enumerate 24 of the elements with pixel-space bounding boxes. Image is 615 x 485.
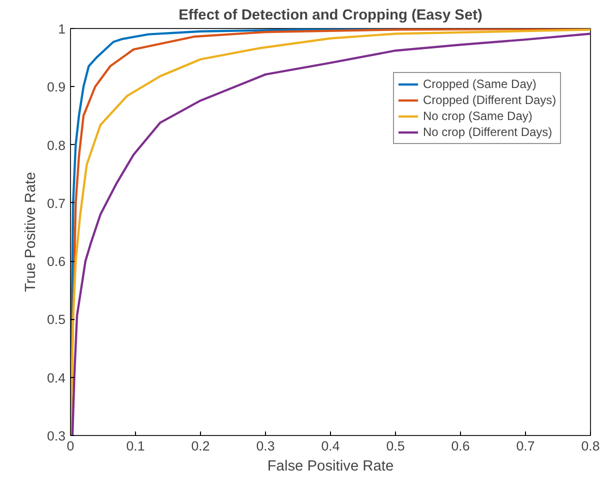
y-tick-label: 0.3 [46,428,66,444]
x-tick-label: 0.4 [321,438,340,454]
y-axis-title: True Positive Rate [22,172,39,292]
x-tick-label: 0.3 [256,438,275,454]
x-tick-label: 0.5 [386,438,405,454]
legend-label: No crop (Different Days) [423,125,552,139]
legend-label: No crop (Same Day) [423,109,532,123]
legend-label: Cropped (Different Days) [423,93,556,107]
x-tick-label: 0.1 [126,438,145,454]
y-tick-label: 0.9 [46,80,66,95]
chart-title: Effect of Detection and Cropping (Easy Set) [178,8,482,24]
legend-label: Cropped (Same Day) [423,77,536,91]
y-tick-label: 0.4 [46,370,66,386]
y-tick-label: 0.6 [46,254,66,270]
x-tick-label: 0.8 [581,438,600,454]
y-tick-label: 1 [58,22,66,36]
y-tick-label: 0.5 [46,312,66,328]
x-tick-label: 0.7 [516,438,535,454]
x-tick-label: 0.6 [451,438,470,454]
y-tick-label: 0.8 [46,138,66,153]
y-tick-label: 0.7 [46,196,66,211]
x-tick-label: 0 [66,438,74,454]
x-axis-title: False Positive Rate [267,458,394,474]
x-tick-label: 0.2 [191,438,210,454]
